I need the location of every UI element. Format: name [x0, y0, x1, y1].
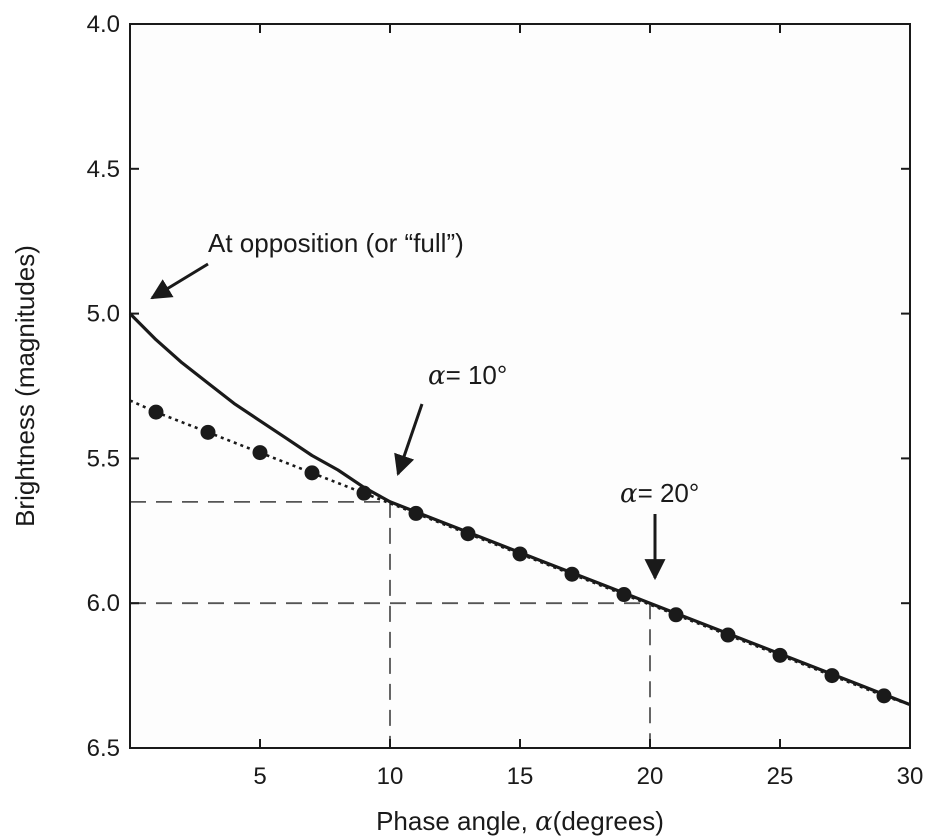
data-point — [668, 607, 684, 623]
annotation-alpha-20: α= 20° — [620, 478, 699, 509]
y-tick-label: 6.0 — [87, 590, 120, 617]
y-tick-label: 4.0 — [87, 11, 120, 38]
series-line-0 — [128, 312, 911, 707]
y-axis-title: Brightness (magnitudes) — [10, 245, 40, 527]
series-line-1 — [129, 399, 911, 706]
annotation-opposition: At opposition (or “full”) — [208, 228, 464, 258]
x-tick-label: 30 — [897, 763, 924, 790]
x-axis-title-symbol: α — [535, 807, 553, 836]
data-point — [772, 647, 788, 663]
reference-lines — [130, 500, 651, 748]
data-point — [148, 404, 164, 420]
x-tick-label: 25 — [767, 763, 794, 790]
x-axis-title: Phase angle, α(degrees) — [376, 806, 664, 836]
data-point — [408, 505, 424, 521]
data-point — [824, 668, 840, 684]
x-axis-title-text: Phase angle, — [376, 806, 528, 836]
arrow-opposition — [150, 262, 209, 300]
series-layer — [128, 312, 911, 707]
x-tick-label: 10 — [377, 763, 404, 790]
annotation-alpha-10: α= 10° — [428, 360, 507, 391]
y-tick-label: 5.5 — [87, 445, 120, 472]
annotation-alpha-20-text: = 20° — [638, 478, 700, 508]
data-point — [616, 587, 632, 603]
data-point — [252, 445, 268, 461]
x-axis-title-unit: (degrees) — [553, 806, 664, 836]
axis-ticks: 5 10 15 20 25 30 4.0 4.5 5.0 5.5 6.0 6.5 — [87, 11, 924, 790]
arrow-alpha-10 — [394, 403, 424, 476]
y-tick-label: 6.5 — [87, 735, 120, 762]
plot-background — [130, 24, 910, 748]
data-point — [512, 546, 528, 562]
annotation-alpha-10-symbol: α — [428, 361, 446, 391]
data-point — [200, 424, 216, 440]
data-point — [564, 566, 580, 582]
x-tick-label: 20 — [637, 763, 664, 790]
data-point — [356, 485, 372, 501]
x-tick-label: 15 — [507, 763, 534, 790]
x-tick-label: 5 — [253, 763, 266, 790]
data-point — [460, 526, 476, 542]
annotation-alpha-10-text: = 10° — [446, 360, 508, 390]
marker-layer — [148, 404, 892, 704]
data-point — [720, 627, 736, 643]
data-point — [304, 465, 320, 481]
y-tick-label: 4.5 — [87, 156, 120, 183]
y-tick-label: 5.0 — [87, 301, 120, 328]
data-point — [876, 688, 892, 704]
annotation-alpha-20-symbol: α — [620, 479, 638, 509]
